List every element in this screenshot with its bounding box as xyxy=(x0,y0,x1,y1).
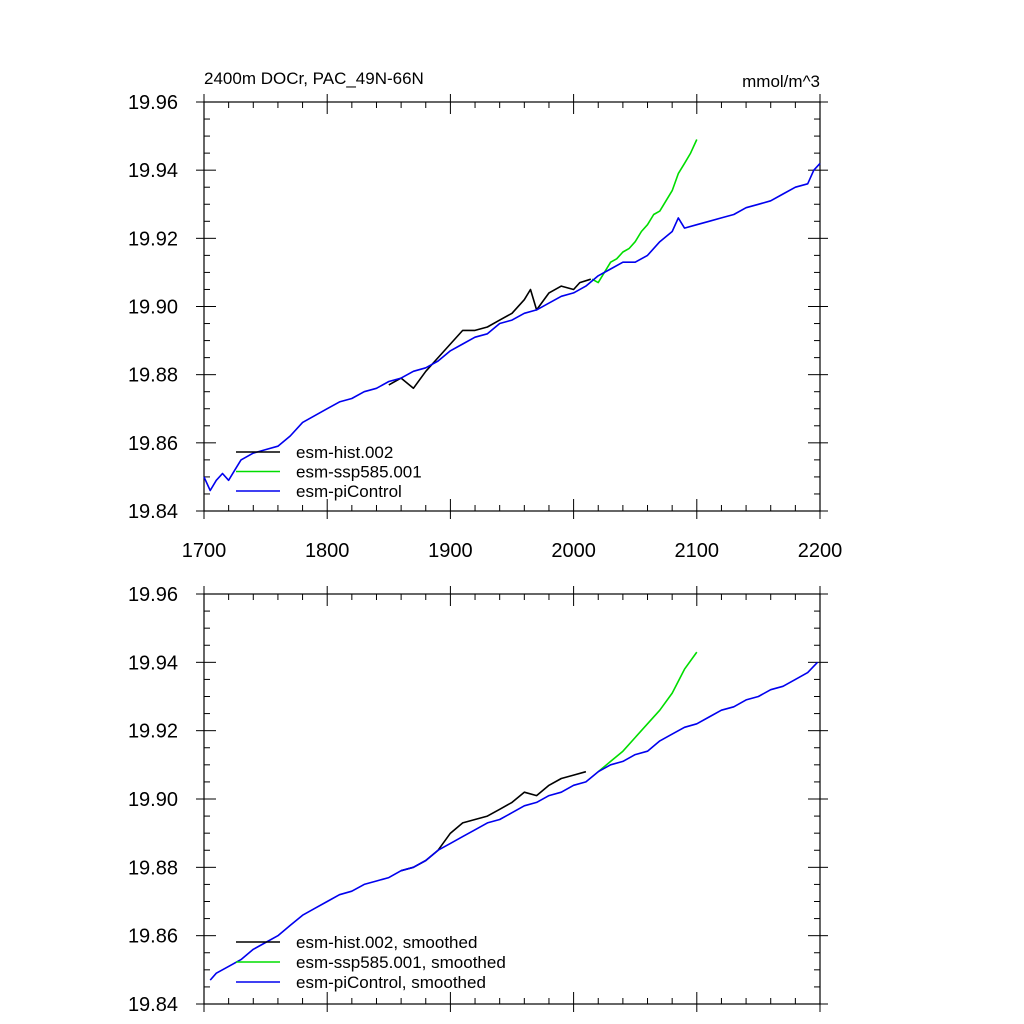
series-line xyxy=(209,661,819,981)
legend-label: esm-piControl, smoothed xyxy=(296,973,486,992)
series-line xyxy=(203,162,821,492)
y-tick-label: 19.90 xyxy=(128,297,178,319)
y-tick-label: 19.88 xyxy=(128,857,178,879)
y-tick-label: 19.94 xyxy=(128,160,178,182)
legend-label: esm-ssp585.001 xyxy=(296,463,422,482)
y-tick-label: 19.84 xyxy=(128,501,178,523)
x-tick-label: 1900 xyxy=(428,540,473,562)
y-tick-label: 19.90 xyxy=(128,789,178,811)
series-line xyxy=(591,139,698,284)
legend-label: esm-hist.002 xyxy=(296,443,393,462)
y-tick-label: 19.86 xyxy=(128,433,178,455)
units-label: mmol/m^3 xyxy=(742,72,820,91)
y-tick-label: 19.92 xyxy=(128,721,178,743)
chart-panel-bottom: 19.84 19.86 19.88 19.90 19.92 19.94 19.96 esm-h… xyxy=(128,584,828,1016)
x-tick-label: 1800 xyxy=(305,540,350,562)
legend-label: esm-piControl xyxy=(296,482,402,501)
panel-title: 2400m DOCr, PAC_49N-66N xyxy=(204,69,424,88)
y-tick-label: 19.96 xyxy=(128,584,178,606)
y-tick-label: 19.94 xyxy=(128,652,178,674)
y-tick-label: 19.88 xyxy=(128,365,178,387)
legend-label: esm-ssp585.001, smoothed xyxy=(296,953,506,972)
x-tick-label: 2200 xyxy=(798,540,843,562)
y-tick-label: 19.96 xyxy=(128,92,178,114)
x-tick-label: 2100 xyxy=(675,540,720,562)
x-tick-label: 2000 xyxy=(551,540,596,562)
series-line xyxy=(388,278,592,390)
series-line xyxy=(597,651,698,773)
x-tick-label: 1700 xyxy=(182,540,227,562)
y-tick-label: 19.84 xyxy=(128,994,178,1016)
y-tick-label: 19.86 xyxy=(128,926,178,948)
y-tick-label: 19.92 xyxy=(128,228,178,250)
chart-panel-top: 19.84 19.86 19.88 19.90 19.92 19.94 19.96 1700 1… xyxy=(128,92,842,562)
legend-label: esm-hist.002, smoothed xyxy=(296,933,477,952)
